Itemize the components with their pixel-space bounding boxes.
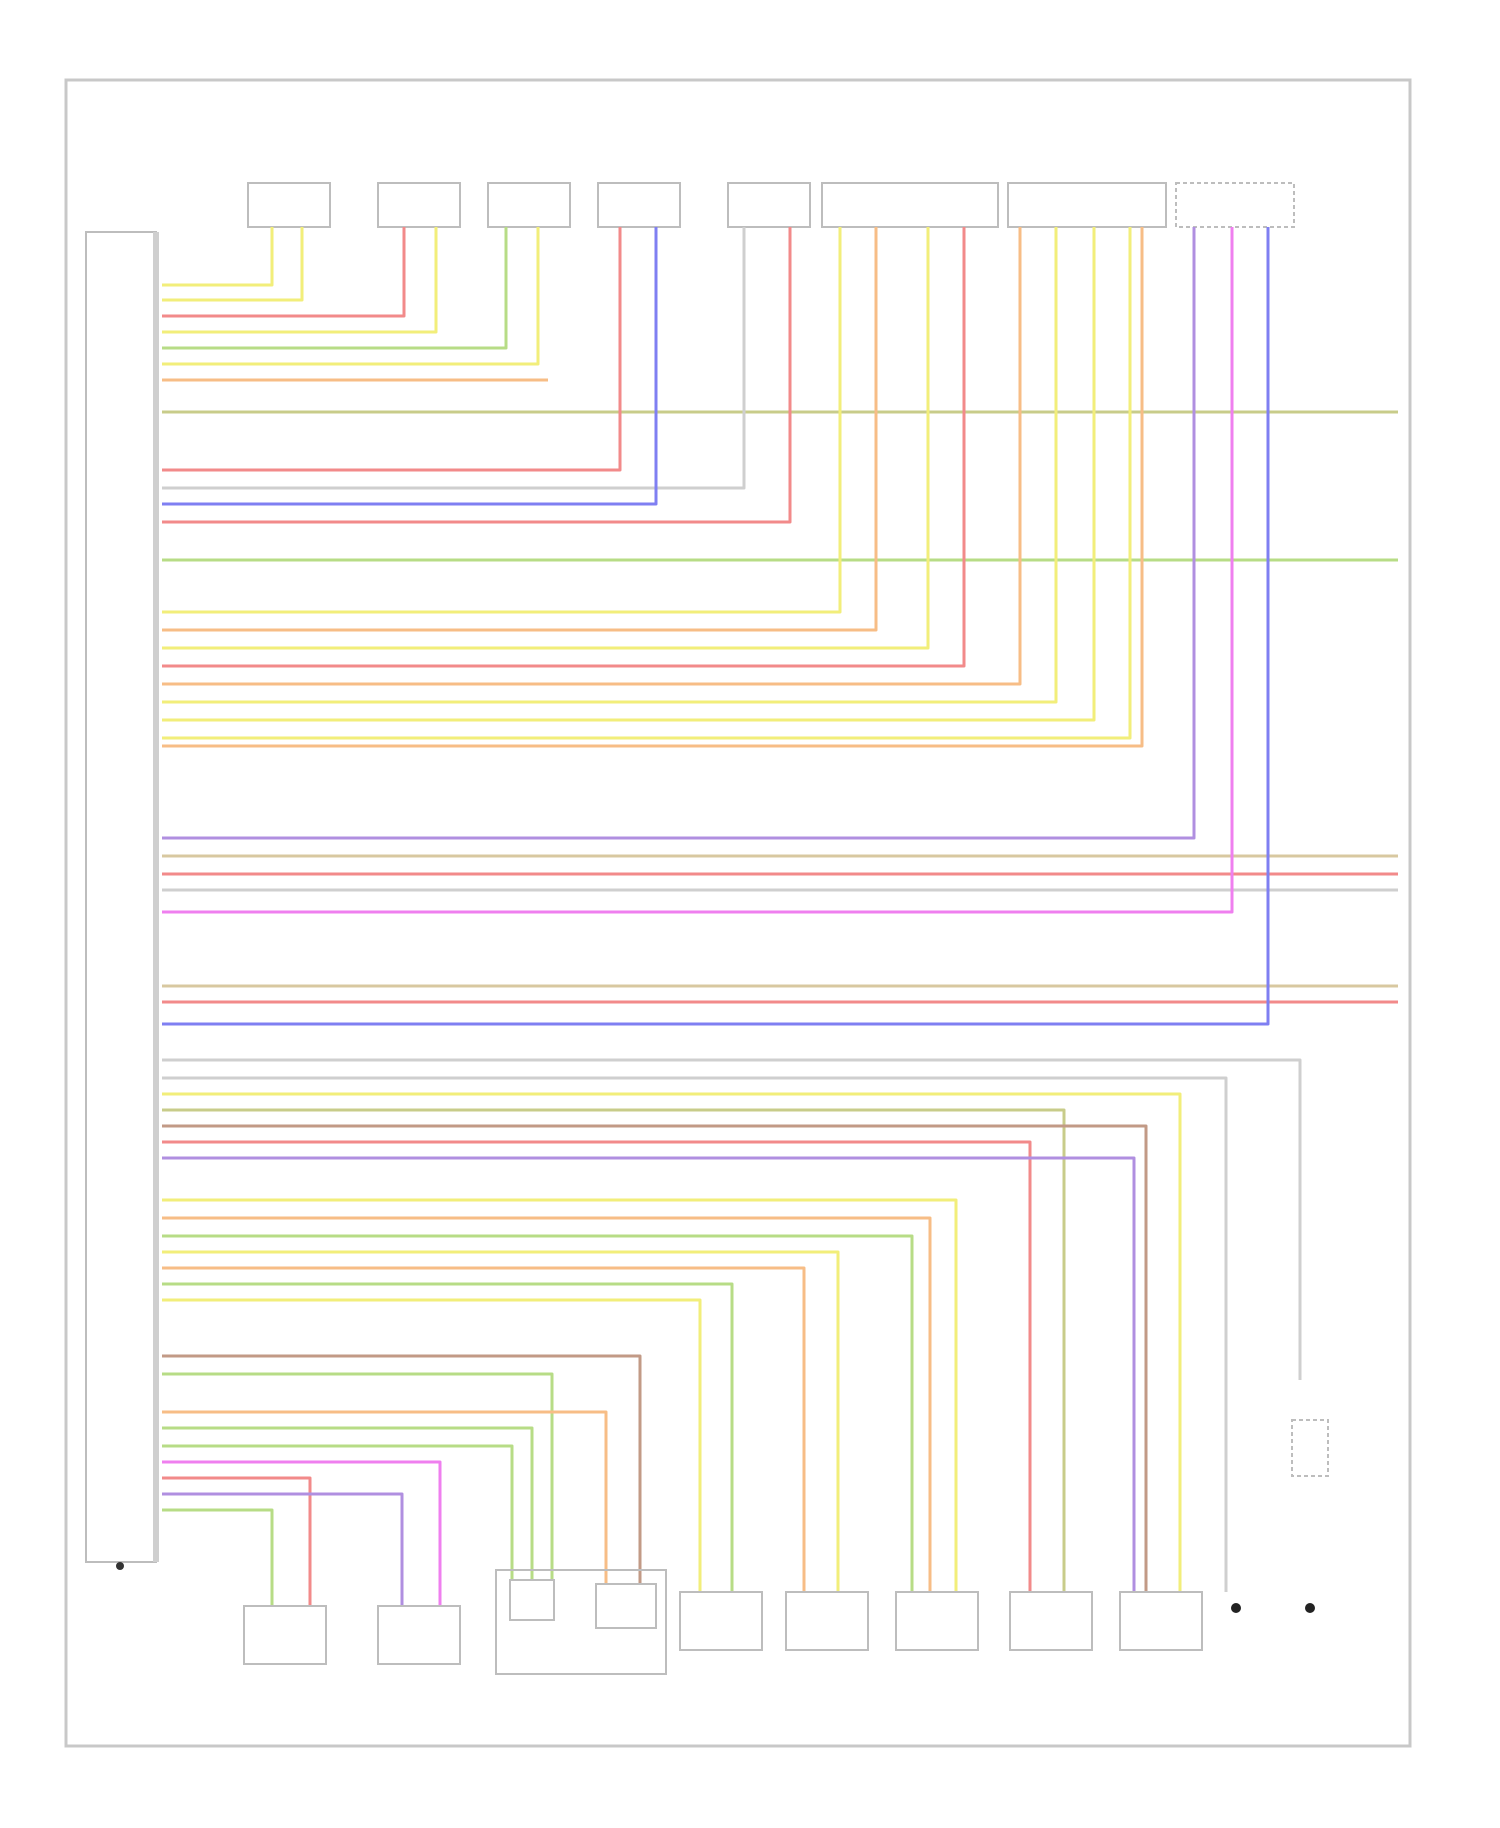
connector-b1 <box>243 1605 327 1665</box>
connector-b4 <box>679 1591 763 1651</box>
connector-c4 <box>597 182 681 228</box>
wire <box>162 1108 1066 1592</box>
wire <box>162 227 746 490</box>
wire <box>162 1140 1032 1592</box>
wire <box>162 227 1058 704</box>
wire <box>162 1460 442 1606</box>
wire <box>162 1076 1228 1592</box>
wire <box>162 1216 932 1592</box>
wire <box>162 227 1132 740</box>
wire <box>162 1298 702 1592</box>
bottom-connectors <box>243 1419 1329 1675</box>
wire <box>162 227 842 614</box>
connector-b6 <box>895 1591 979 1651</box>
control-module-ground-dot <box>116 1562 124 1570</box>
wire <box>162 227 622 472</box>
wire <box>162 1250 840 1592</box>
wire <box>162 1198 958 1592</box>
ground-point <box>1231 1603 1241 1613</box>
wire <box>162 1092 1182 1592</box>
wire <box>162 227 1234 914</box>
wire <box>162 1282 734 1592</box>
wire <box>162 1354 642 1584</box>
wire <box>162 227 508 350</box>
wire <box>162 1372 554 1580</box>
diagram-frame <box>64 78 1412 1748</box>
connector-c7 <box>1007 182 1167 228</box>
ground-point <box>1305 1603 1315 1613</box>
wire <box>162 227 438 334</box>
wire <box>162 227 878 632</box>
connector-c6 <box>821 182 999 228</box>
wires <box>162 227 1398 1606</box>
wire <box>162 1426 534 1580</box>
connector-b3-switch <box>509 1579 555 1621</box>
wire <box>162 227 792 524</box>
wire <box>162 227 1096 722</box>
wire <box>162 1476 312 1606</box>
connector-b2 <box>377 1605 461 1665</box>
connector-b5 <box>785 1591 869 1651</box>
connector-b3 <box>495 1569 667 1675</box>
wire <box>162 227 406 318</box>
switch-symbol <box>1291 1419 1329 1477</box>
wire <box>162 227 966 668</box>
connector-c2 <box>377 182 461 228</box>
wire <box>162 227 1144 748</box>
connector-b7 <box>1009 1591 1093 1651</box>
connector-b3-sensor <box>595 1583 657 1629</box>
wire <box>162 227 930 650</box>
wire <box>162 1058 1302 1380</box>
control-module <box>85 231 159 1570</box>
wire <box>162 227 1270 1026</box>
connector-c1 <box>247 182 331 228</box>
wire <box>162 1124 1148 1592</box>
wire <box>162 227 304 302</box>
connector-b8 <box>1119 1591 1203 1651</box>
wire <box>162 1492 404 1606</box>
wire <box>162 1266 806 1592</box>
wire <box>162 1508 274 1606</box>
top-connectors <box>247 182 1295 228</box>
wire <box>162 227 274 287</box>
wire <box>162 227 1196 840</box>
wire <box>162 1234 914 1592</box>
wire <box>162 1156 1136 1592</box>
wire <box>162 227 1022 686</box>
control-module-body <box>85 231 157 1563</box>
connector-c5 <box>727 182 811 228</box>
connector-c8 <box>1175 182 1295 228</box>
wire <box>162 1444 514 1580</box>
wire <box>162 227 540 366</box>
wire <box>162 227 658 506</box>
wire <box>162 1410 608 1584</box>
connector-c3 <box>487 182 571 228</box>
